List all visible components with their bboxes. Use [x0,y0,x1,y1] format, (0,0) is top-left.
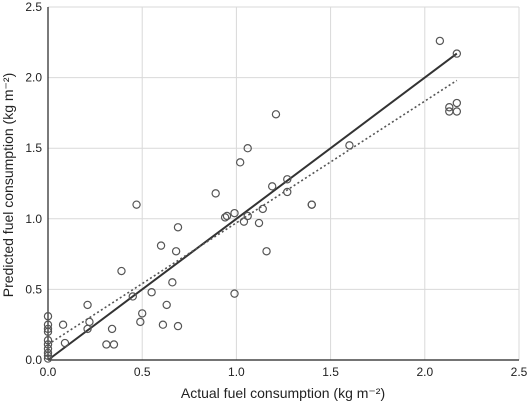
data-point [230,208,239,218]
x-axis-label: Actual fuel consumption (kg m⁻²) [181,385,385,401]
y-axis-label: Predicted fuel consumption (kg m⁻²) [0,73,16,297]
data-point [43,348,53,358]
x-tick-labels: 0.0 0.5 1.0 1.5 2.0 2.5 [40,365,528,379]
x-tick-label: 2.0 [416,365,433,379]
data-point [102,340,111,349]
data-point [211,189,220,198]
data-point [173,223,183,232]
data-point [235,158,245,167]
data-point [136,317,145,327]
data-point [283,175,292,184]
data-point [162,300,171,310]
data-point [452,98,462,108]
y-tick-label: 0.0 [25,353,42,367]
data-point [173,321,183,331]
axes [47,7,519,361]
data-point [43,320,53,329]
fit-lines [47,52,458,361]
data-point [109,340,119,349]
x-tick-label: 1.5 [322,365,339,379]
y-tick-label: 2.0 [25,71,42,85]
data-point [168,278,177,287]
data-point [43,336,53,345]
data-point [452,49,462,58]
y-tick-label: 2.5 [25,0,42,14]
data-point [258,204,267,214]
data-point [158,320,168,329]
data-point [58,320,68,329]
data-points [43,36,462,363]
data-point [271,110,281,119]
data-point [254,218,264,228]
data-point [128,292,137,301]
x-tick-label: 0.5 [134,365,151,379]
data-point [156,241,166,250]
data-point [307,200,316,209]
data-point [132,200,141,209]
data-point [267,182,277,191]
data-point [43,324,53,334]
data-point [117,266,126,276]
x-tick-label: 2.5 [511,365,528,379]
data-point [239,217,249,226]
data-point [60,338,70,348]
grid [48,6,520,360]
data-point [43,344,53,353]
x-tick-label: 0.0 [40,365,57,379]
data-point [262,247,271,256]
data-point [222,211,232,221]
data-point [230,289,239,298]
y-tick-label: 1.0 [25,212,42,226]
y-tick-label: 1.5 [25,141,42,155]
data-point [435,36,445,46]
data-point [83,300,92,310]
data-point [137,309,147,318]
y-tick-labels: 0.0 0.5 1.0 1.5 2.0 2.5 [25,0,42,367]
data-point [243,143,252,153]
data-point [107,324,117,334]
data-point [171,247,181,256]
data-point [445,107,454,116]
data-point [85,317,94,327]
data-point [345,141,354,150]
data-point [283,187,292,197]
data-point [43,340,53,349]
data-point [243,211,252,221]
data-point [452,107,462,116]
data-point [445,103,454,112]
solid-fit-line [47,52,458,361]
dotted-fit-line [47,79,458,346]
data-point [220,213,230,222]
data-point [147,288,156,297]
data-point [43,312,53,321]
y-tick-label: 0.5 [25,282,42,296]
x-tick-label: 1.0 [228,365,245,379]
data-point [43,354,53,363]
